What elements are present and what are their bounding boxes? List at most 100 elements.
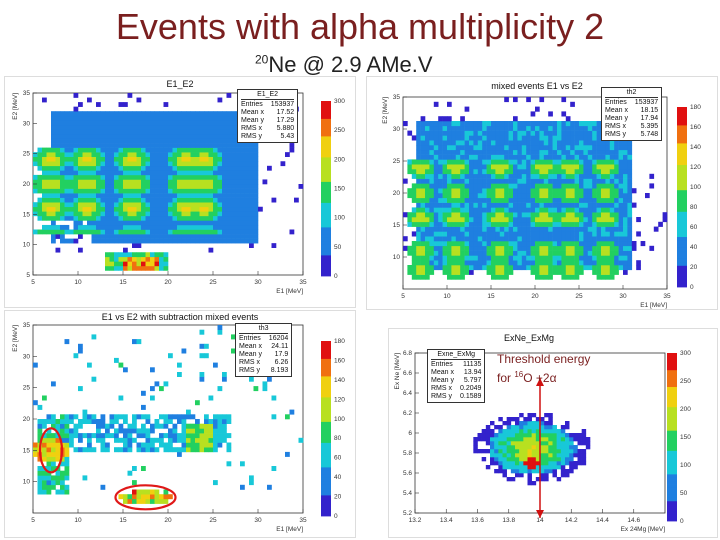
heatmap-cell	[177, 451, 182, 457]
heatmap-cell	[561, 145, 567, 151]
heatmap-cell	[579, 236, 584, 242]
heatmap-cell	[69, 184, 74, 189]
heatmap-cell	[226, 115, 232, 121]
heatmap-cell	[482, 265, 487, 271]
heatmap-cell	[429, 226, 435, 232]
heatmap-cell	[172, 428, 178, 434]
heatmap-cell	[508, 140, 514, 146]
heatmap-cell	[132, 120, 137, 126]
heatmap-cell	[570, 193, 575, 199]
heatmap-cell	[581, 449, 587, 454]
heatmap-cell	[73, 147, 79, 153]
heatmap-cell	[447, 231, 452, 237]
heatmap-cell	[199, 143, 205, 148]
heatmap-cell	[451, 130, 457, 136]
heatmap-cell	[199, 152, 205, 157]
color-bar-step	[321, 241, 331, 245]
heatmap-cell	[195, 152, 200, 157]
heatmap-cell	[114, 202, 119, 208]
heatmap-cell	[154, 220, 160, 226]
heatmap-cell	[596, 265, 602, 271]
heatmap-cell	[596, 260, 602, 266]
color-bar-step	[321, 502, 331, 506]
heatmap-cell	[231, 111, 236, 117]
stats-value: 5.43	[280, 133, 295, 140]
heatmap-cell	[460, 217, 465, 223]
heatmap-cell	[502, 457, 507, 462]
heatmap-cell	[526, 236, 531, 242]
heatmap-cell	[601, 236, 606, 242]
heatmap-cell	[510, 417, 516, 422]
heatmap-cell	[491, 121, 496, 127]
heatmap-cell	[560, 449, 566, 454]
heatmap-cell	[73, 353, 79, 359]
heatmap-cell	[186, 442, 191, 448]
heatmap-cell	[181, 129, 187, 135]
heatmap-cell	[486, 135, 492, 141]
heatmap-cell	[222, 197, 227, 203]
heatmap-cell	[73, 165, 79, 171]
heatmap-cell	[235, 215, 241, 221]
heatmap-cell	[535, 140, 540, 146]
heatmap-cell	[172, 111, 178, 117]
heatmap-cell	[544, 425, 549, 430]
heatmap-cell	[132, 265, 137, 271]
heatmap-cell	[222, 124, 227, 130]
heatmap-cell	[565, 469, 570, 474]
heatmap-cell	[82, 202, 88, 208]
color-bar-tick-label: 100	[334, 215, 345, 222]
heatmap-cell	[477, 135, 483, 141]
heatmap-cell	[154, 265, 160, 271]
heatmap-cell	[539, 274, 545, 280]
y-axis-label: Ex Ne [MeV]	[394, 353, 401, 390]
heatmap-cell	[60, 419, 65, 424]
heatmap-cell	[592, 173, 597, 179]
color-bar-step	[677, 218, 687, 223]
color-bar-step	[321, 230, 331, 235]
heatmap-cell	[469, 169, 474, 175]
heatmap-cell	[240, 202, 245, 208]
heatmap-cell	[596, 121, 602, 127]
heatmap-cell	[181, 414, 187, 420]
heatmap-cell	[411, 207, 417, 213]
heatmap-cell	[159, 224, 164, 230]
heatmap-cell	[159, 220, 164, 226]
heatmap-cell	[87, 115, 92, 121]
heatmap-cell	[521, 149, 527, 155]
annotation-line-1: Threshold energy	[497, 352, 591, 366]
heatmap-cell	[605, 169, 611, 175]
heatmap-cell	[132, 243, 137, 248]
heatmap-cell	[69, 120, 74, 126]
heatmap-cell	[150, 197, 155, 203]
heatmap-cell	[504, 121, 509, 127]
heatmap-cell	[163, 193, 169, 198]
heatmap-cell	[91, 202, 97, 208]
heatmap-cell	[235, 197, 241, 203]
heatmap-cell	[609, 255, 615, 261]
heatmap-cell	[46, 206, 52, 212]
heatmap-cell	[587, 265, 593, 271]
heatmap-cell	[114, 179, 119, 185]
heatmap-cell	[433, 260, 439, 266]
heatmap-cell	[442, 255, 448, 261]
stats-row: RMS y 8.193	[239, 367, 288, 375]
heatmap-cell	[477, 130, 483, 136]
heatmap-cell	[530, 111, 536, 117]
heatmap-cell	[495, 260, 501, 266]
heatmap-cell	[123, 102, 128, 107]
heatmap-cell	[195, 129, 200, 135]
x-axis-label: E1 [MeV]	[276, 526, 303, 533]
heatmap-cell	[42, 484, 47, 490]
color-bar-step	[677, 186, 687, 191]
heatmap-cell	[141, 494, 146, 500]
heatmap-cell	[226, 165, 232, 171]
heatmap-cell	[73, 428, 79, 434]
heatmap-cell	[548, 245, 553, 251]
heatmap-cell	[565, 236, 571, 242]
heatmap-cell	[552, 135, 558, 141]
heatmap-cell	[596, 231, 602, 237]
heatmap-cell	[136, 243, 142, 248]
color-bar-step	[321, 251, 331, 256]
heatmap-cell	[51, 133, 56, 139]
color-bar-step	[321, 150, 331, 154]
